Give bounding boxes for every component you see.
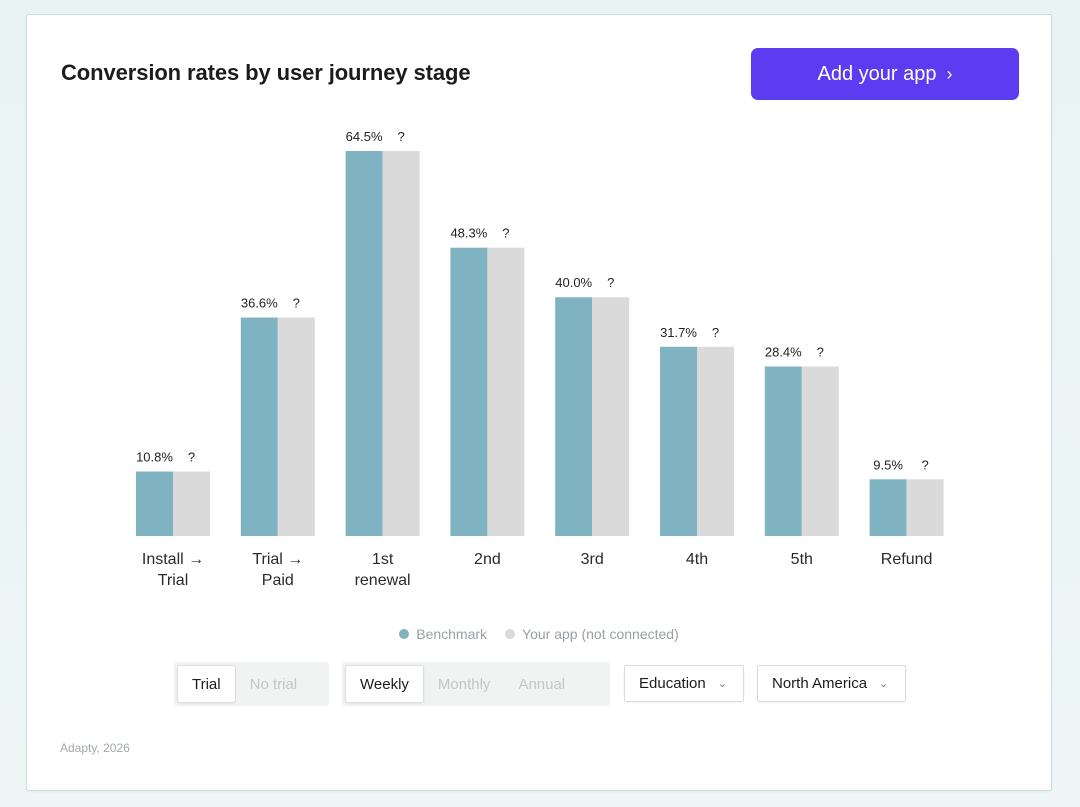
- your-app-bar: [277, 317, 315, 536]
- benchmark-value-label: 64.5%: [346, 129, 383, 144]
- legend-label-benchmark: Benchmark: [416, 626, 488, 642]
- region-dropdown-value: North America: [772, 675, 868, 692]
- benchmark-bar: [136, 471, 173, 536]
- trial-option[interactable]: Trial: [177, 665, 236, 703]
- your-app-bar: [906, 479, 944, 536]
- benchmark-value-label: 36.6%: [241, 296, 278, 311]
- benchmark-bar: [660, 346, 697, 536]
- your-app-dot-icon: [505, 629, 516, 639]
- your-app-value-label: ?: [188, 450, 195, 465]
- benchmark-value-label: 10.8%: [136, 450, 173, 465]
- category-dropdown-value: Education: [639, 675, 706, 692]
- benchmark-bar: [869, 479, 907, 536]
- chart-title: Conversion rates by user journey stage: [61, 60, 471, 85]
- category-tick-label: Paid: [262, 572, 294, 589]
- your-app-value-label: ?: [502, 226, 509, 241]
- benchmark-bar: [450, 247, 488, 536]
- your-app-bar: [697, 346, 734, 536]
- benchmark-value-label: 31.7%: [660, 325, 697, 340]
- chart-legend: Benchmark Your app (not connected): [27, 626, 1051, 642]
- legend-label-your-app: Your app (not connected): [522, 626, 679, 642]
- category-tick-label: Refund: [881, 551, 933, 568]
- your-app-bar: [382, 151, 420, 536]
- benchmark-bar: [345, 151, 383, 536]
- category-tick-label: renewal: [355, 572, 411, 589]
- benchmark-value-label: 9.5%: [873, 457, 903, 472]
- chevron-down-icon: ⌄: [717, 678, 727, 690]
- category-dropdown[interactable]: Education ⌄: [624, 665, 744, 702]
- your-app-bar: [592, 297, 630, 536]
- benchmark-bar: [764, 366, 802, 536]
- region-dropdown[interactable]: North America ⌄: [757, 665, 906, 702]
- benchmark-value-label: 40.0%: [555, 275, 592, 290]
- chevron-down-icon: ⌄: [879, 678, 889, 690]
- annual-option[interactable]: Annual: [518, 675, 566, 693]
- benchmark-dot-icon: [399, 629, 410, 639]
- footer-credit: Adapty, 2026: [60, 741, 130, 755]
- add-your-app-label: Add your app: [817, 62, 937, 85]
- category-tick-label: Install →: [142, 551, 204, 568]
- category-tick-label: 2nd: [474, 551, 501, 568]
- benchmark-bar: [555, 297, 593, 536]
- your-app-value-label: ?: [397, 129, 404, 144]
- your-app-bar: [487, 247, 525, 536]
- legend-item-benchmark: Benchmark: [399, 626, 487, 642]
- category-tick-label: 3rd: [581, 551, 604, 568]
- benchmark-value-label: 48.3%: [450, 226, 487, 241]
- add-your-app-button[interactable]: Add your app ›: [751, 48, 1019, 100]
- your-app-bar: [173, 471, 210, 536]
- category-tick-label: 1st: [372, 551, 394, 568]
- category-tick-label: 4th: [686, 551, 708, 568]
- legend-item-your-app: Your app (not connected): [505, 626, 679, 642]
- your-app-bar: [801, 366, 839, 536]
- weekly-option[interactable]: Weekly: [345, 665, 424, 703]
- category-tick-label: 5th: [791, 551, 813, 568]
- no-trial-option[interactable]: No trial: [249, 675, 298, 693]
- your-app-value-label: ?: [712, 325, 719, 340]
- filter-controls: Trial No trial Weekly Monthly Annual Edu…: [27, 662, 1051, 708]
- your-app-value-label: ?: [817, 344, 824, 359]
- period-toggle: Weekly Monthly Annual: [342, 662, 610, 706]
- your-app-value-label: ?: [607, 275, 614, 290]
- category-tick-label: Trial: [158, 572, 189, 589]
- benchmark-bar: [240, 317, 278, 536]
- your-app-value-label: ?: [293, 296, 300, 311]
- category-tick-label: Trial →: [252, 551, 303, 568]
- monthly-option[interactable]: Monthly: [437, 675, 491, 693]
- chart-card: Conversion rates by user journey stage A…: [26, 14, 1052, 791]
- chevron-right-icon: ›: [946, 63, 953, 84]
- bar-chart: 10.8% ? Install → Trial 36.6% ? Trial → Paid 64.…: [136, 129, 944, 589]
- your-app-value-label: ?: [921, 457, 928, 472]
- trial-toggle: Trial No trial: [174, 662, 329, 706]
- benchmark-value-label: 28.4%: [765, 344, 802, 359]
